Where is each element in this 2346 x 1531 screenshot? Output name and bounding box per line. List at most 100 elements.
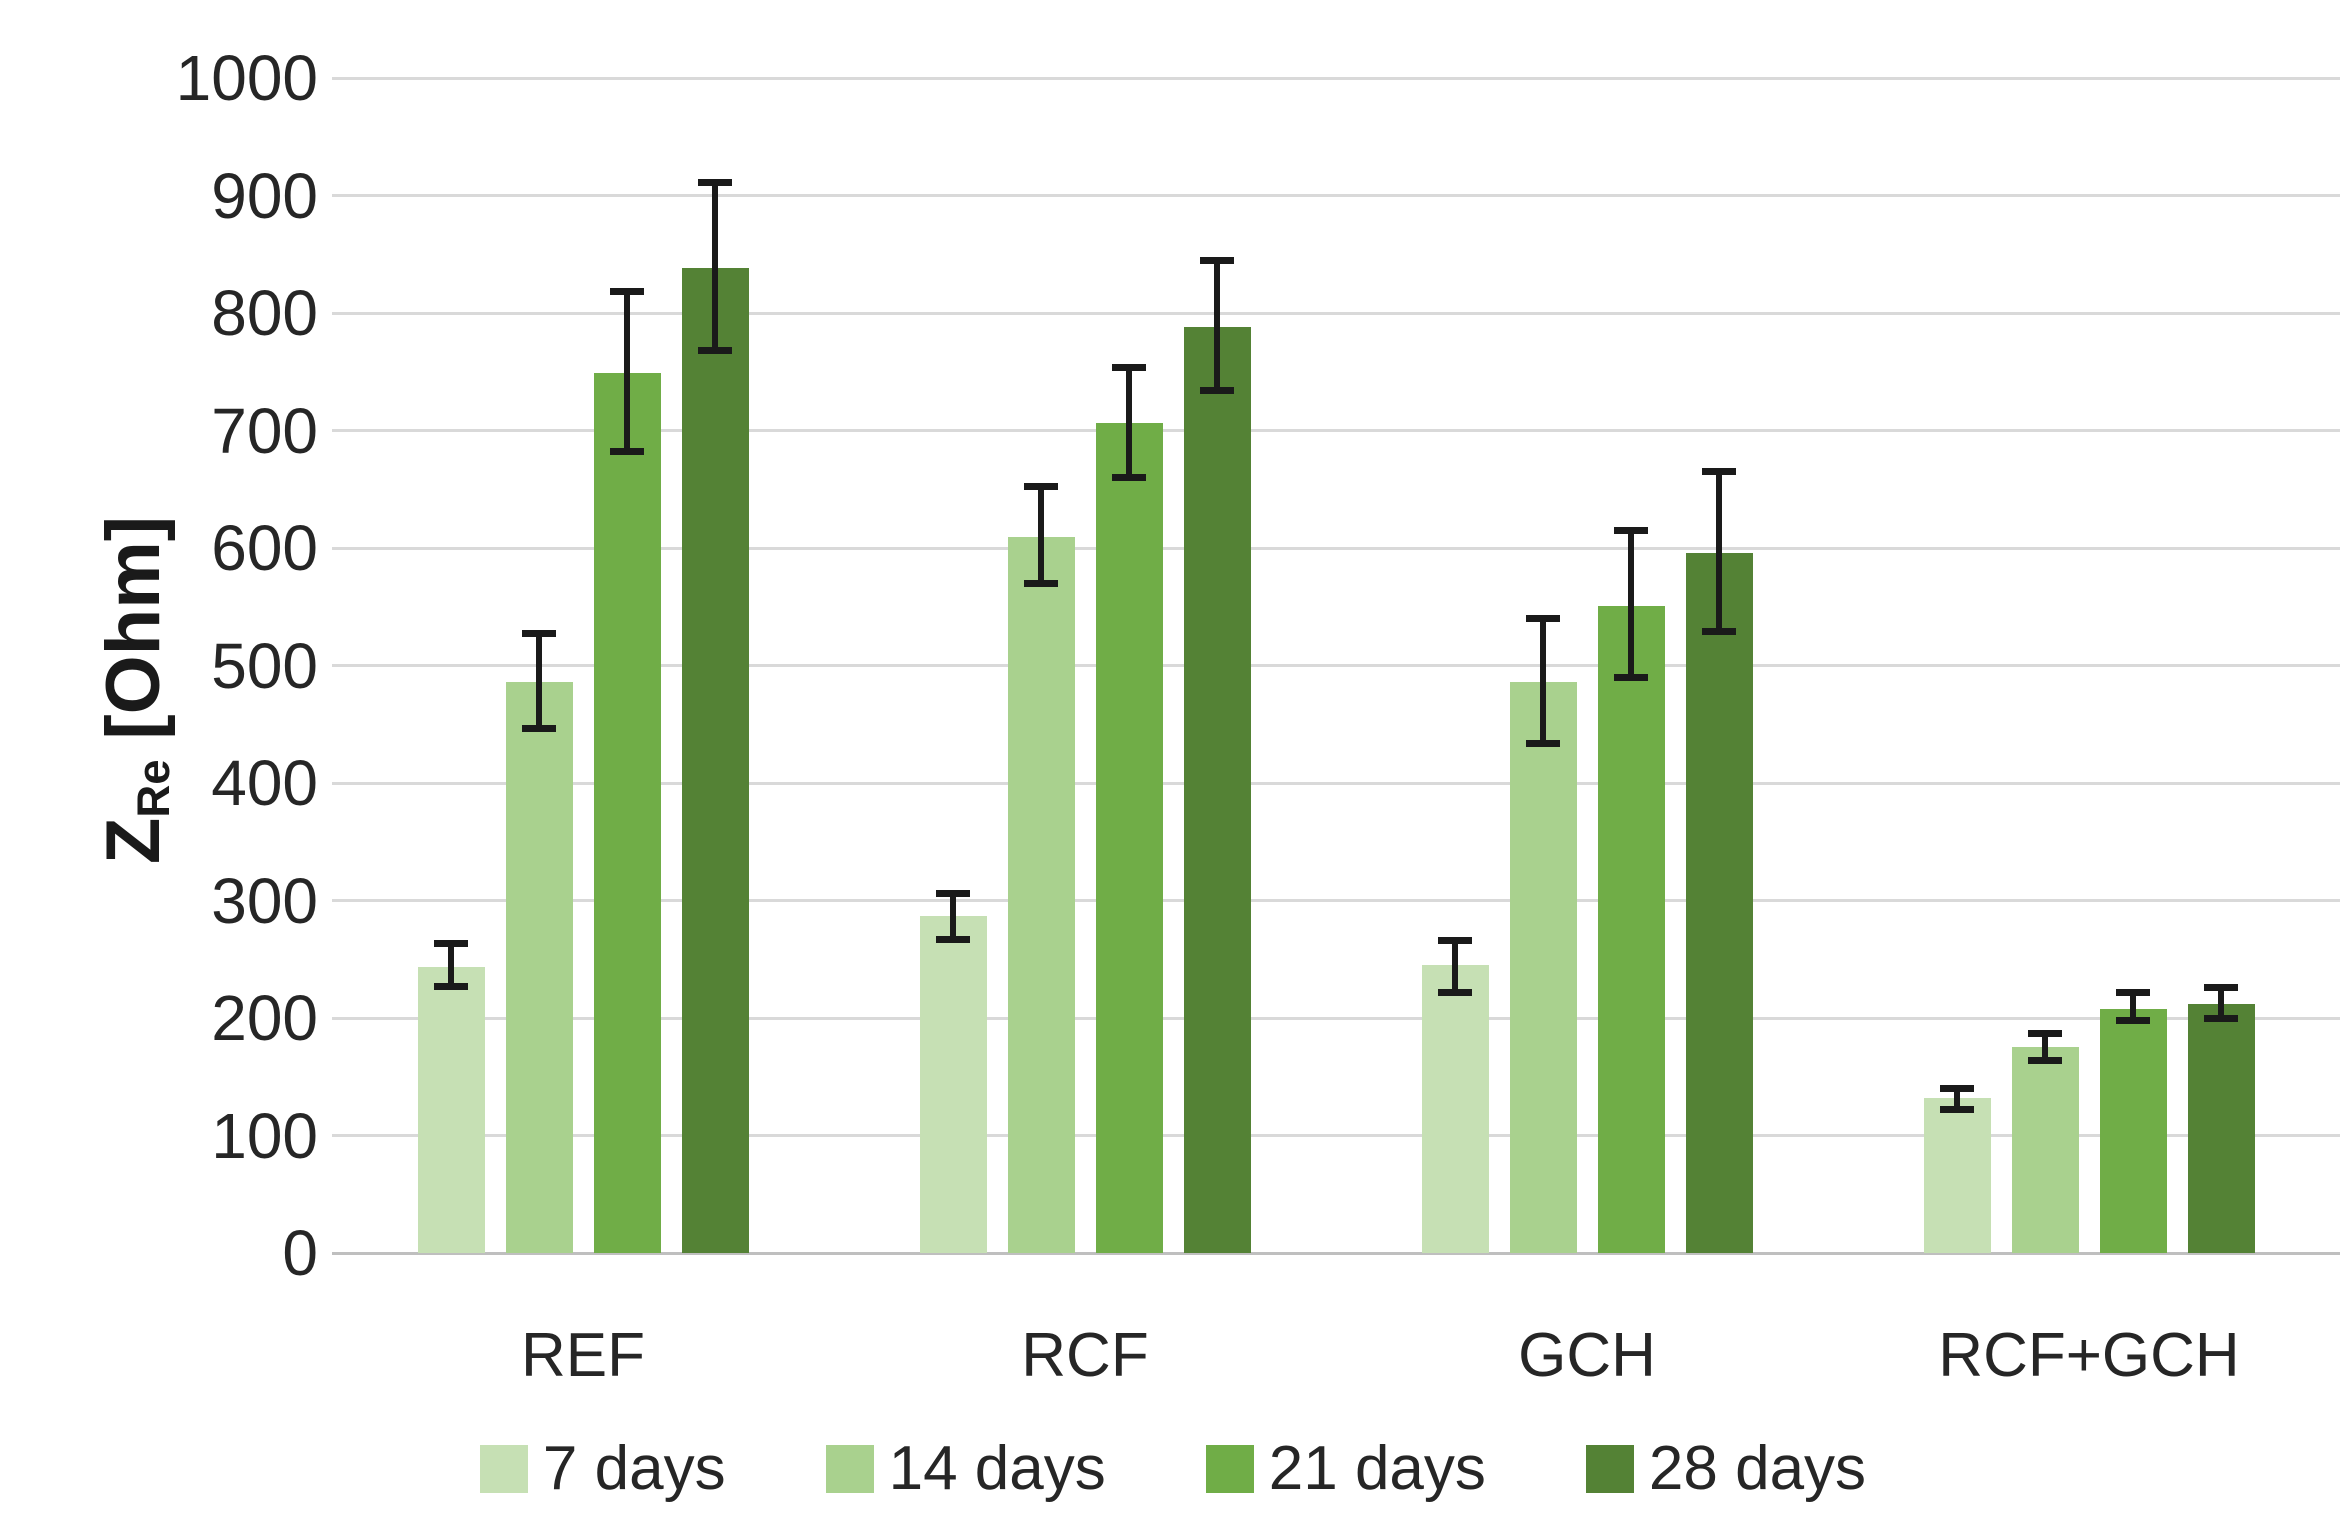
error-bar-cap-bottom <box>1200 387 1234 395</box>
bar-14-days-REF <box>505 78 573 1253</box>
bar-7-days-RCF+GCH <box>1923 78 1991 1253</box>
error-bar-cap-top <box>1526 615 1560 622</box>
error-bar-cap-top <box>2204 983 2238 991</box>
bar-fill <box>2099 1008 2167 1253</box>
x-axis-label-RCF: RCF <box>1021 1321 1149 1390</box>
legend-item-28-days: 28 days <box>1585 1433 1867 1504</box>
error-bar-cap-bottom <box>1940 1106 1974 1114</box>
error-bar-cap-bottom <box>1526 739 1560 747</box>
x-axis-label-GCH: GCH <box>1518 1321 1656 1390</box>
bar-fill <box>1685 552 1753 1253</box>
bar-fill <box>1597 605 1665 1253</box>
error-bar-cap-top <box>936 889 970 897</box>
bar-fill <box>1923 1097 1991 1253</box>
error-bar-cap-top <box>434 940 468 948</box>
x-axis-line <box>332 1251 2340 1255</box>
error-bar-stem <box>624 291 630 452</box>
error-bar-stem <box>2042 1033 2048 1061</box>
legend-swatch <box>479 1444 528 1493</box>
error-bar-stem <box>1452 940 1458 993</box>
bar-28-days-RCF+GCH <box>2187 78 2255 1253</box>
bar-21-days-REF <box>593 78 661 1253</box>
y-tick-label: 300 <box>211 864 318 937</box>
error-bar-cap-top <box>2028 1029 2062 1037</box>
legend-swatch <box>1205 1444 1254 1493</box>
bar-21-days-RCF+GCH <box>2099 78 2167 1253</box>
bar-28-days-GCH <box>1685 78 1753 1253</box>
bar-fill <box>919 915 987 1253</box>
error-bar-stem <box>448 943 454 987</box>
error-bar-stem <box>712 182 718 351</box>
bar-7-days-GCH <box>1421 78 1489 1253</box>
legend: 7 days 14 days 21 days 28 days <box>0 1433 2346 1504</box>
error-bar-cap-bottom <box>522 725 556 733</box>
bar-7-days-REF <box>417 78 485 1253</box>
gridline <box>332 664 2340 667</box>
error-bar-cap-top <box>1614 526 1648 534</box>
error-bar-cap-bottom <box>610 448 644 456</box>
bar-fill <box>1421 965 1489 1253</box>
y-tick-label: 700 <box>211 394 318 467</box>
x-axis-label-REF: REF <box>521 1321 645 1390</box>
error-bar-stem <box>1214 260 1220 391</box>
legend-label: 28 days <box>1648 1434 1867 1503</box>
error-bar-cap-bottom <box>1614 673 1648 681</box>
bar-fill <box>2011 1047 2079 1253</box>
gridline <box>332 194 2340 197</box>
error-bar-cap-top <box>522 630 556 638</box>
bar-fill <box>417 967 485 1253</box>
error-bar-cap-top <box>1200 256 1234 264</box>
legend-item-21-days: 21 days <box>1205 1433 1486 1504</box>
bar-group-RCF+GCH <box>1838 78 2340 1253</box>
error-bar-stem <box>1954 1088 1960 1110</box>
bar-21-days-GCH <box>1597 78 1665 1253</box>
error-bar-stem <box>1716 471 1722 632</box>
error-bar-cap-bottom <box>1702 627 1736 635</box>
legend-item-7-days: 7 days <box>479 1433 726 1504</box>
bar-14-days-GCH <box>1509 78 1577 1253</box>
bar-fill <box>593 372 661 1253</box>
y-tick-label: 100 <box>211 1099 318 1172</box>
error-bar-cap-top <box>1702 468 1736 476</box>
bar-21-days-RCF <box>1095 78 1163 1253</box>
y-tick-label: 900 <box>211 159 318 232</box>
bar-fill <box>681 268 749 1253</box>
plot-area <box>332 76 2340 1255</box>
gridline <box>332 429 2340 432</box>
bar-fill <box>2187 1003 2255 1253</box>
bar-fill <box>1095 423 1163 1253</box>
gridline <box>332 1134 2340 1137</box>
legend-item-14-days: 14 days <box>825 1433 1106 1504</box>
y-tick-label: 1000 <box>175 42 318 114</box>
bar-7-days-RCF <box>919 78 987 1253</box>
legend-label: 21 days <box>1268 1434 1486 1503</box>
bar-group-REF <box>332 78 834 1253</box>
error-bar-stem <box>2130 992 2136 1021</box>
error-bar-cap-bottom <box>434 982 468 990</box>
error-bar-stem <box>1540 618 1546 744</box>
error-bar-stem <box>1126 367 1132 478</box>
y-tick-label: 500 <box>211 629 318 702</box>
error-bar-cap-bottom <box>1438 988 1472 996</box>
error-bar-cap-bottom <box>2028 1056 2062 1064</box>
bar-group-RCF <box>834 78 1336 1253</box>
error-bar-cap-top <box>1024 483 1058 491</box>
gridline <box>332 76 2340 80</box>
bar-28-days-REF <box>681 78 749 1253</box>
y-tick-label: 0 <box>282 1217 318 1289</box>
error-bar-cap-bottom <box>2204 1014 2238 1022</box>
y-tick-label: 600 <box>211 512 318 584</box>
gridline <box>332 899 2340 902</box>
y-tick-label: 200 <box>211 982 318 1054</box>
legend-label: 14 days <box>888 1434 1106 1503</box>
error-bar-stem <box>536 633 542 729</box>
error-bar-cap-top <box>1940 1085 1974 1092</box>
error-bar-cap-bottom <box>2116 1016 2150 1024</box>
error-bar-cap-bottom <box>1024 579 1058 587</box>
error-bar-stem <box>1038 486 1044 584</box>
bar-fill <box>1007 537 1075 1253</box>
legend-swatch <box>1585 1444 1634 1493</box>
gridline <box>332 546 2340 550</box>
error-bar-stem <box>2218 987 2224 1018</box>
